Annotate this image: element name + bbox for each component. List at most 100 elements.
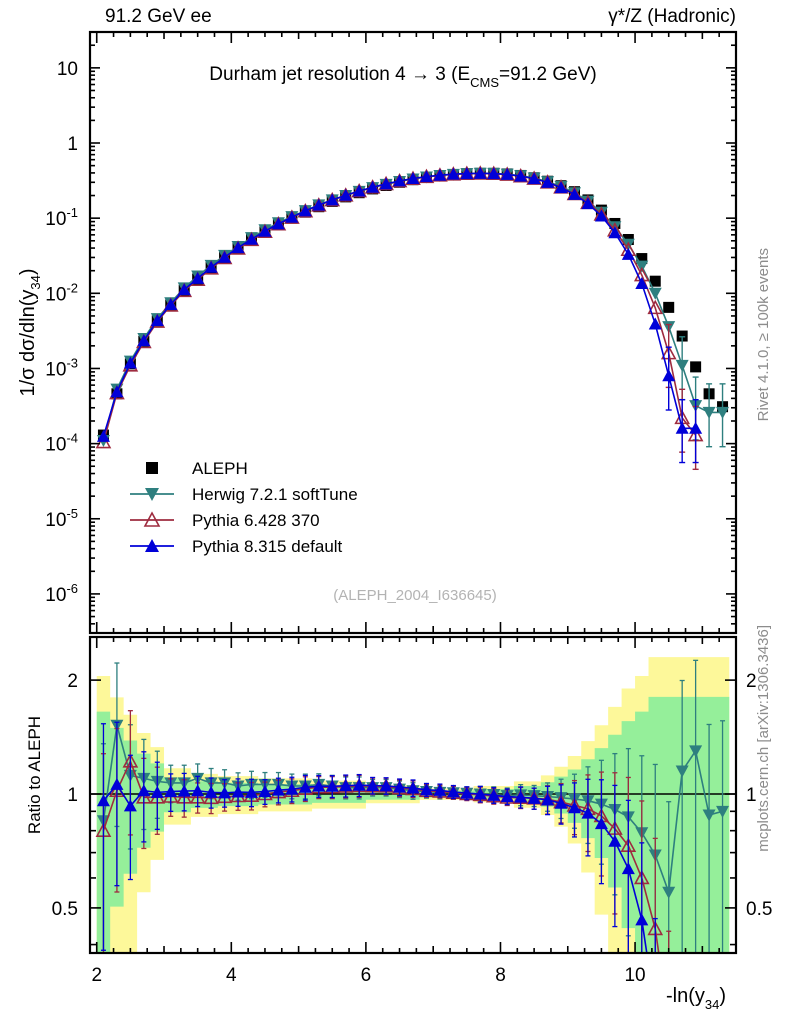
data-marker [123, 356, 137, 369]
ratio-marker [500, 790, 514, 803]
data-marker [433, 168, 447, 181]
data-marker [177, 283, 191, 296]
data-marker [460, 167, 474, 180]
data-marker [298, 204, 312, 217]
main-y-axis-label: 1/σ dσ/dln(y34) [17, 268, 43, 396]
data-marker [581, 197, 595, 210]
ratio-marker [487, 788, 501, 801]
data-marker [191, 271, 205, 284]
data-marker [702, 406, 716, 419]
data-marker [245, 232, 258, 245]
main-panel-frame [88, 30, 738, 635]
series-0 [97, 167, 729, 441]
data-marker [446, 167, 460, 180]
ratio-marker [150, 785, 164, 798]
ratio-marker [527, 791, 541, 804]
analysis-id-watermark: (ALEPH_2004_I636645) [333, 587, 496, 604]
ratio-marker [137, 784, 151, 797]
ratio-marker [96, 794, 110, 807]
header-right-label: γ*/Z (Hadronic) [608, 6, 736, 27]
ratio-marker [164, 785, 178, 798]
ratio-marker [245, 785, 258, 798]
legend-entry-1[interactable]: Herwig 7.2.1 softTune [130, 485, 358, 504]
data-marker [352, 184, 366, 197]
ratio-marker [218, 786, 232, 799]
data-marker [487, 167, 501, 180]
xtick-label: 2 [91, 965, 102, 986]
main-plot-title: Durham jet resolution 4 → 3 (ECMS=91.2 G… [209, 64, 596, 90]
ratio-marker [312, 779, 326, 792]
legend: ALEPH Herwig 7.2.1 softTune Pythia 6.428 3… [130, 459, 358, 556]
data-marker [137, 334, 151, 347]
ratio-marker [716, 805, 730, 818]
data-marker [648, 287, 662, 300]
data-marker [271, 217, 285, 230]
data-marker [636, 253, 648, 265]
ratio-marker [702, 809, 716, 822]
ratio-marker [514, 790, 528, 803]
data-marker [393, 174, 407, 187]
header: 91.2 GeV ee γ*/Z (Hadronic) [105, 6, 736, 27]
series-1 [96, 167, 730, 448]
ytick-label-ratio-right: 0.5 [746, 899, 772, 920]
ratio-marker [554, 796, 568, 809]
ratio-marker [191, 784, 205, 797]
data-marker [312, 198, 326, 211]
ytick-label-main: 10-4 [45, 431, 78, 456]
ytick-label-ratio-right: 2 [746, 671, 757, 692]
legend-entry-3[interactable]: Pythia 8.315 default [130, 537, 343, 556]
ratio-marker [298, 780, 312, 793]
legend-marker [145, 539, 159, 552]
data-marker [150, 313, 164, 326]
ytick-label-main: 10-2 [45, 280, 78, 305]
data-marker [647, 299, 664, 315]
data-marker [419, 170, 433, 183]
series-line [102, 172, 723, 441]
data-marker [527, 172, 541, 185]
ratio-marker [662, 886, 676, 899]
data-marker [514, 169, 528, 182]
data-marker [110, 385, 124, 398]
data-marker [594, 209, 608, 222]
data-marker [608, 226, 622, 239]
legend-entry-2[interactable]: Pythia 6.428 370 [130, 511, 320, 530]
data-marker [285, 210, 299, 223]
ytick-label-ratio-left: 1 [67, 785, 78, 806]
data-marker [366, 180, 380, 193]
ratio-marker [446, 785, 460, 798]
data-marker [325, 193, 339, 206]
header-left-label: 91.2 GeV ee [105, 6, 212, 27]
ytick-label-main: 10-5 [45, 506, 78, 531]
ratio-marker [621, 862, 635, 875]
data-marker [500, 167, 514, 180]
ratio-marker [285, 782, 299, 795]
data-marker [568, 187, 581, 200]
legend-label: ALEPH [192, 459, 248, 478]
legend-marker [146, 462, 158, 474]
ratio-panel-frame [88, 635, 738, 955]
ratio-marker [635, 913, 649, 926]
data-marker [635, 260, 649, 273]
ratio-marker [271, 783, 285, 796]
legend-marker [145, 488, 159, 501]
ratio-marker [325, 779, 339, 792]
sidebar-mcplots-label: mcplots.cern.ch [arXiv:1306.3436] [755, 625, 772, 852]
legend-entry-0[interactable]: ALEPH [146, 459, 248, 478]
ytick-label-ratio-left: 2 [67, 671, 78, 692]
data-marker [231, 241, 245, 254]
ratio-marker [433, 783, 447, 796]
data-marker [164, 297, 178, 310]
ytick-label-main: 1 [67, 134, 78, 155]
xtick-label: 4 [226, 965, 237, 986]
ratio-marker [675, 765, 689, 778]
ratio-marker [541, 793, 555, 806]
ratio-marker [204, 785, 218, 798]
data-marker [218, 250, 232, 263]
data-marker [339, 188, 353, 201]
ratio-marker [568, 801, 581, 814]
data-marker [675, 421, 689, 434]
ratio-marker [689, 745, 703, 758]
xtick-label: 6 [361, 965, 372, 986]
data-marker [635, 277, 649, 290]
